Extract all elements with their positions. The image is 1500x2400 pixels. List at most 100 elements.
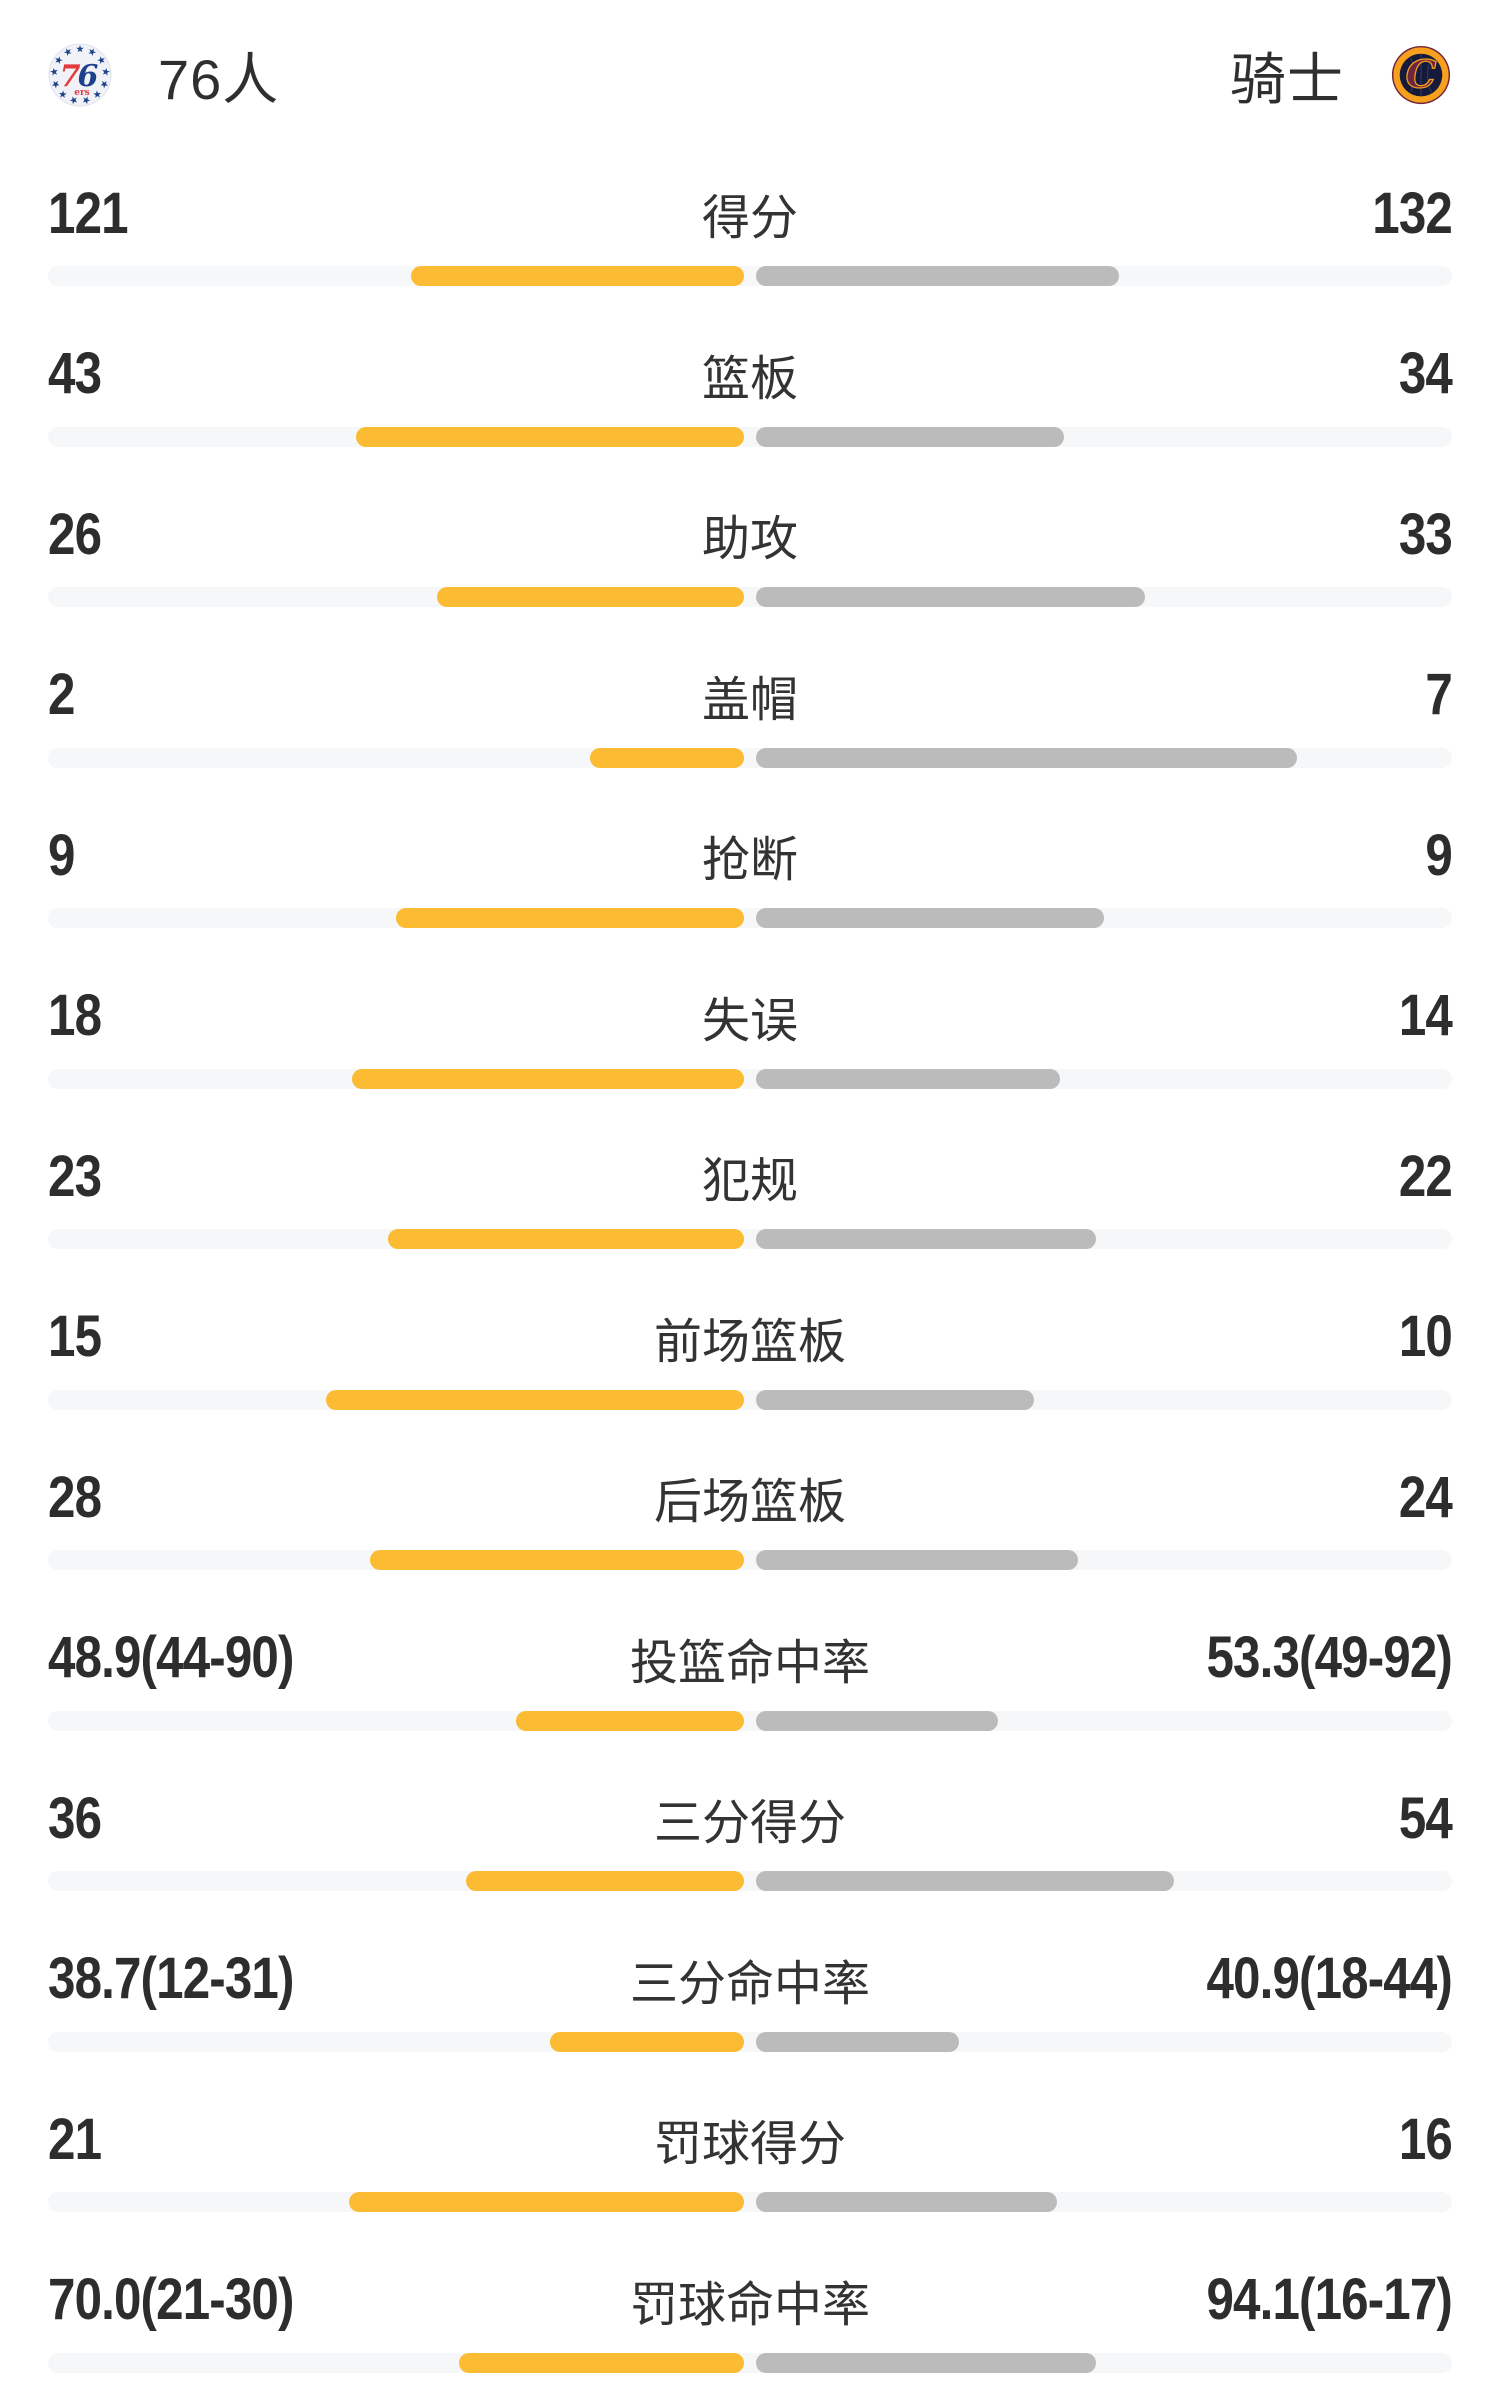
stat-row: 9 抢断 9 [48, 802, 1453, 963]
stat-row: 18 失误 14 [48, 963, 1453, 1124]
stat-label: 罚球命中率 [630, 2278, 871, 2332]
stat-left-value: 15 [48, 1304, 102, 1369]
team-right-name: 骑士 [1230, 47, 1344, 111]
stat-text-line: 21 罚球得分 16 [48, 2086, 1453, 2192]
stat-bar-left [465, 1871, 744, 1891]
stat-bar-right [756, 908, 1104, 928]
stat-bar-right [756, 2352, 1096, 2373]
stat-bar-left [326, 1389, 744, 1410]
stats-list: 121 得分 132 43 篮板 34 26 助攻 33 [48, 160, 1453, 2400]
stat-bar-right [756, 2031, 959, 2052]
stat-right-value: 40.9(18-44) [1206, 1946, 1453, 2011]
stat-left-value: 2 [48, 662, 75, 727]
stat-right-value: 16 [1398, 2106, 1453, 2172]
stat-row: 121 得分 132 [48, 160, 1453, 321]
stat-text-line: 15 前场篮板 10 [48, 1284, 1453, 1390]
stat-label: 前场篮板 [654, 1315, 847, 1369]
stat-bar-right [756, 1550, 1078, 1570]
svg-text:C: C [1406, 53, 1437, 98]
stat-bar-right [756, 1710, 999, 1731]
stat-label: 三分命中率 [630, 1957, 871, 2011]
cleveland-cavaliers-logo-icon: C [1390, 44, 1452, 106]
stat-bar-left [411, 266, 744, 286]
stat-left-value: 28 [48, 1464, 102, 1530]
stat-left-value: 21 [48, 2106, 102, 2172]
stat-row: 15 前场篮板 10 [48, 1284, 1453, 1445]
stat-left-value: 70.0(21-30) [48, 2267, 294, 2332]
stat-bar-right [756, 426, 1064, 447]
stat-bar-left [589, 747, 744, 768]
svg-text:76: 76 [60, 59, 99, 94]
stat-text-line: 18 失误 14 [48, 963, 1453, 1069]
stat-bar-right [756, 1068, 1061, 1089]
stat-row: 43 篮板 34 [48, 321, 1453, 482]
stat-row: 36 三分得分 54 [48, 1765, 1453, 1926]
stat-right-value: 94.1(16-17) [1206, 2267, 1453, 2332]
stat-row: 28 后场篮板 24 [48, 1444, 1453, 1605]
svg-text:ers: ers [74, 88, 90, 98]
team-right: 骑士 C [1230, 35, 1452, 116]
team-header: 76 ers 76人 骑士 C [48, 0, 1452, 111]
stat-label: 篮板 [702, 352, 799, 406]
stat-bar-right [756, 587, 1146, 607]
stat-bar-left [348, 2192, 744, 2212]
stat-row: 21 罚球得分 16 [48, 2086, 1453, 2247]
stat-bar-right [756, 1871, 1174, 1891]
stat-text-line: 48.9(44-90) 投篮命中率 53.3(49-92) [48, 1605, 1453, 1711]
stat-right-value: 53.3(49-92) [1206, 1625, 1453, 1690]
stat-row: 70.0(21-30) 罚球命中率 94.1(16-17) [48, 2247, 1453, 2400]
stat-label: 助攻 [702, 513, 799, 566]
stat-bar-right [756, 747, 1298, 768]
stat-row: 23 犯规 22 [48, 1123, 1453, 1284]
stat-label: 罚球得分 [654, 2118, 847, 2171]
stat-right-value: 33 [1398, 501, 1453, 567]
stat-bar-right [756, 2192, 1057, 2212]
stat-label: 投篮命中率 [630, 1636, 871, 1690]
stat-bar-left [549, 2031, 744, 2052]
philadelphia-76ers-logo-icon: 76 ers [48, 43, 112, 107]
stat-right-value: 24 [1398, 1464, 1453, 1530]
stat-right-value: 22 [1398, 1143, 1453, 1209]
stat-label: 抢断 [702, 834, 799, 887]
stat-left-value: 121 [48, 180, 129, 246]
stat-row: 38.7(12-31) 三分命中率 40.9(18-44) [48, 1926, 1453, 2087]
stat-left-value: 18 [48, 983, 102, 1048]
stat-left-value: 26 [48, 501, 102, 567]
stat-label: 后场篮板 [654, 1476, 847, 1529]
stat-row: 48.9(44-90) 投篮命中率 53.3(49-92) [48, 1605, 1453, 1766]
stat-bar-right [756, 266, 1120, 286]
stat-left-value: 36 [48, 1785, 102, 1851]
stat-text-line: 121 得分 132 [48, 160, 1453, 266]
stat-label: 失误 [702, 994, 799, 1048]
stat-right-value: 9 [1425, 822, 1453, 888]
stat-right-value: 132 [1372, 180, 1453, 246]
stat-right-value: 7 [1425, 662, 1453, 727]
stat-text-line: 70.0(21-30) 罚球命中率 94.1(16-17) [48, 2247, 1453, 2353]
stat-right-value: 54 [1398, 1785, 1453, 1851]
stat-row: 2 盖帽 7 [48, 642, 1453, 803]
stat-bar-left [458, 2352, 744, 2373]
stat-bar-left [515, 1710, 744, 1731]
team-left-name: 76人 [158, 47, 280, 111]
stat-bar-track [48, 1550, 1452, 1570]
stat-bar-track [48, 1229, 1452, 1249]
stat-left-value: 43 [48, 341, 102, 406]
stat-left-value: 23 [48, 1143, 102, 1209]
stat-text-line: 38.7(12-31) 三分命中率 40.9(18-44) [48, 1926, 1453, 2032]
stat-left-value: 48.9(44-90) [48, 1625, 294, 1690]
stat-label: 得分 [702, 192, 799, 245]
stat-bar-left [388, 1229, 744, 1249]
stat-label: 三分得分 [654, 1797, 847, 1850]
stat-bar-track [48, 426, 1452, 447]
stat-bar-left [437, 587, 744, 607]
stat-bar-track [48, 908, 1452, 928]
stat-right-value: 34 [1398, 341, 1453, 406]
stat-bar-track [48, 1068, 1452, 1089]
stat-bar-track [48, 2352, 1452, 2373]
stat-text-line: 23 犯规 22 [48, 1123, 1453, 1229]
stat-text-line: 2 盖帽 7 [48, 642, 1453, 748]
stat-bar-left [396, 908, 744, 928]
stat-text-line: 43 篮板 34 [48, 321, 1453, 427]
stat-left-value: 38.7(12-31) [48, 1946, 294, 2011]
stat-bar-left [369, 1550, 744, 1570]
